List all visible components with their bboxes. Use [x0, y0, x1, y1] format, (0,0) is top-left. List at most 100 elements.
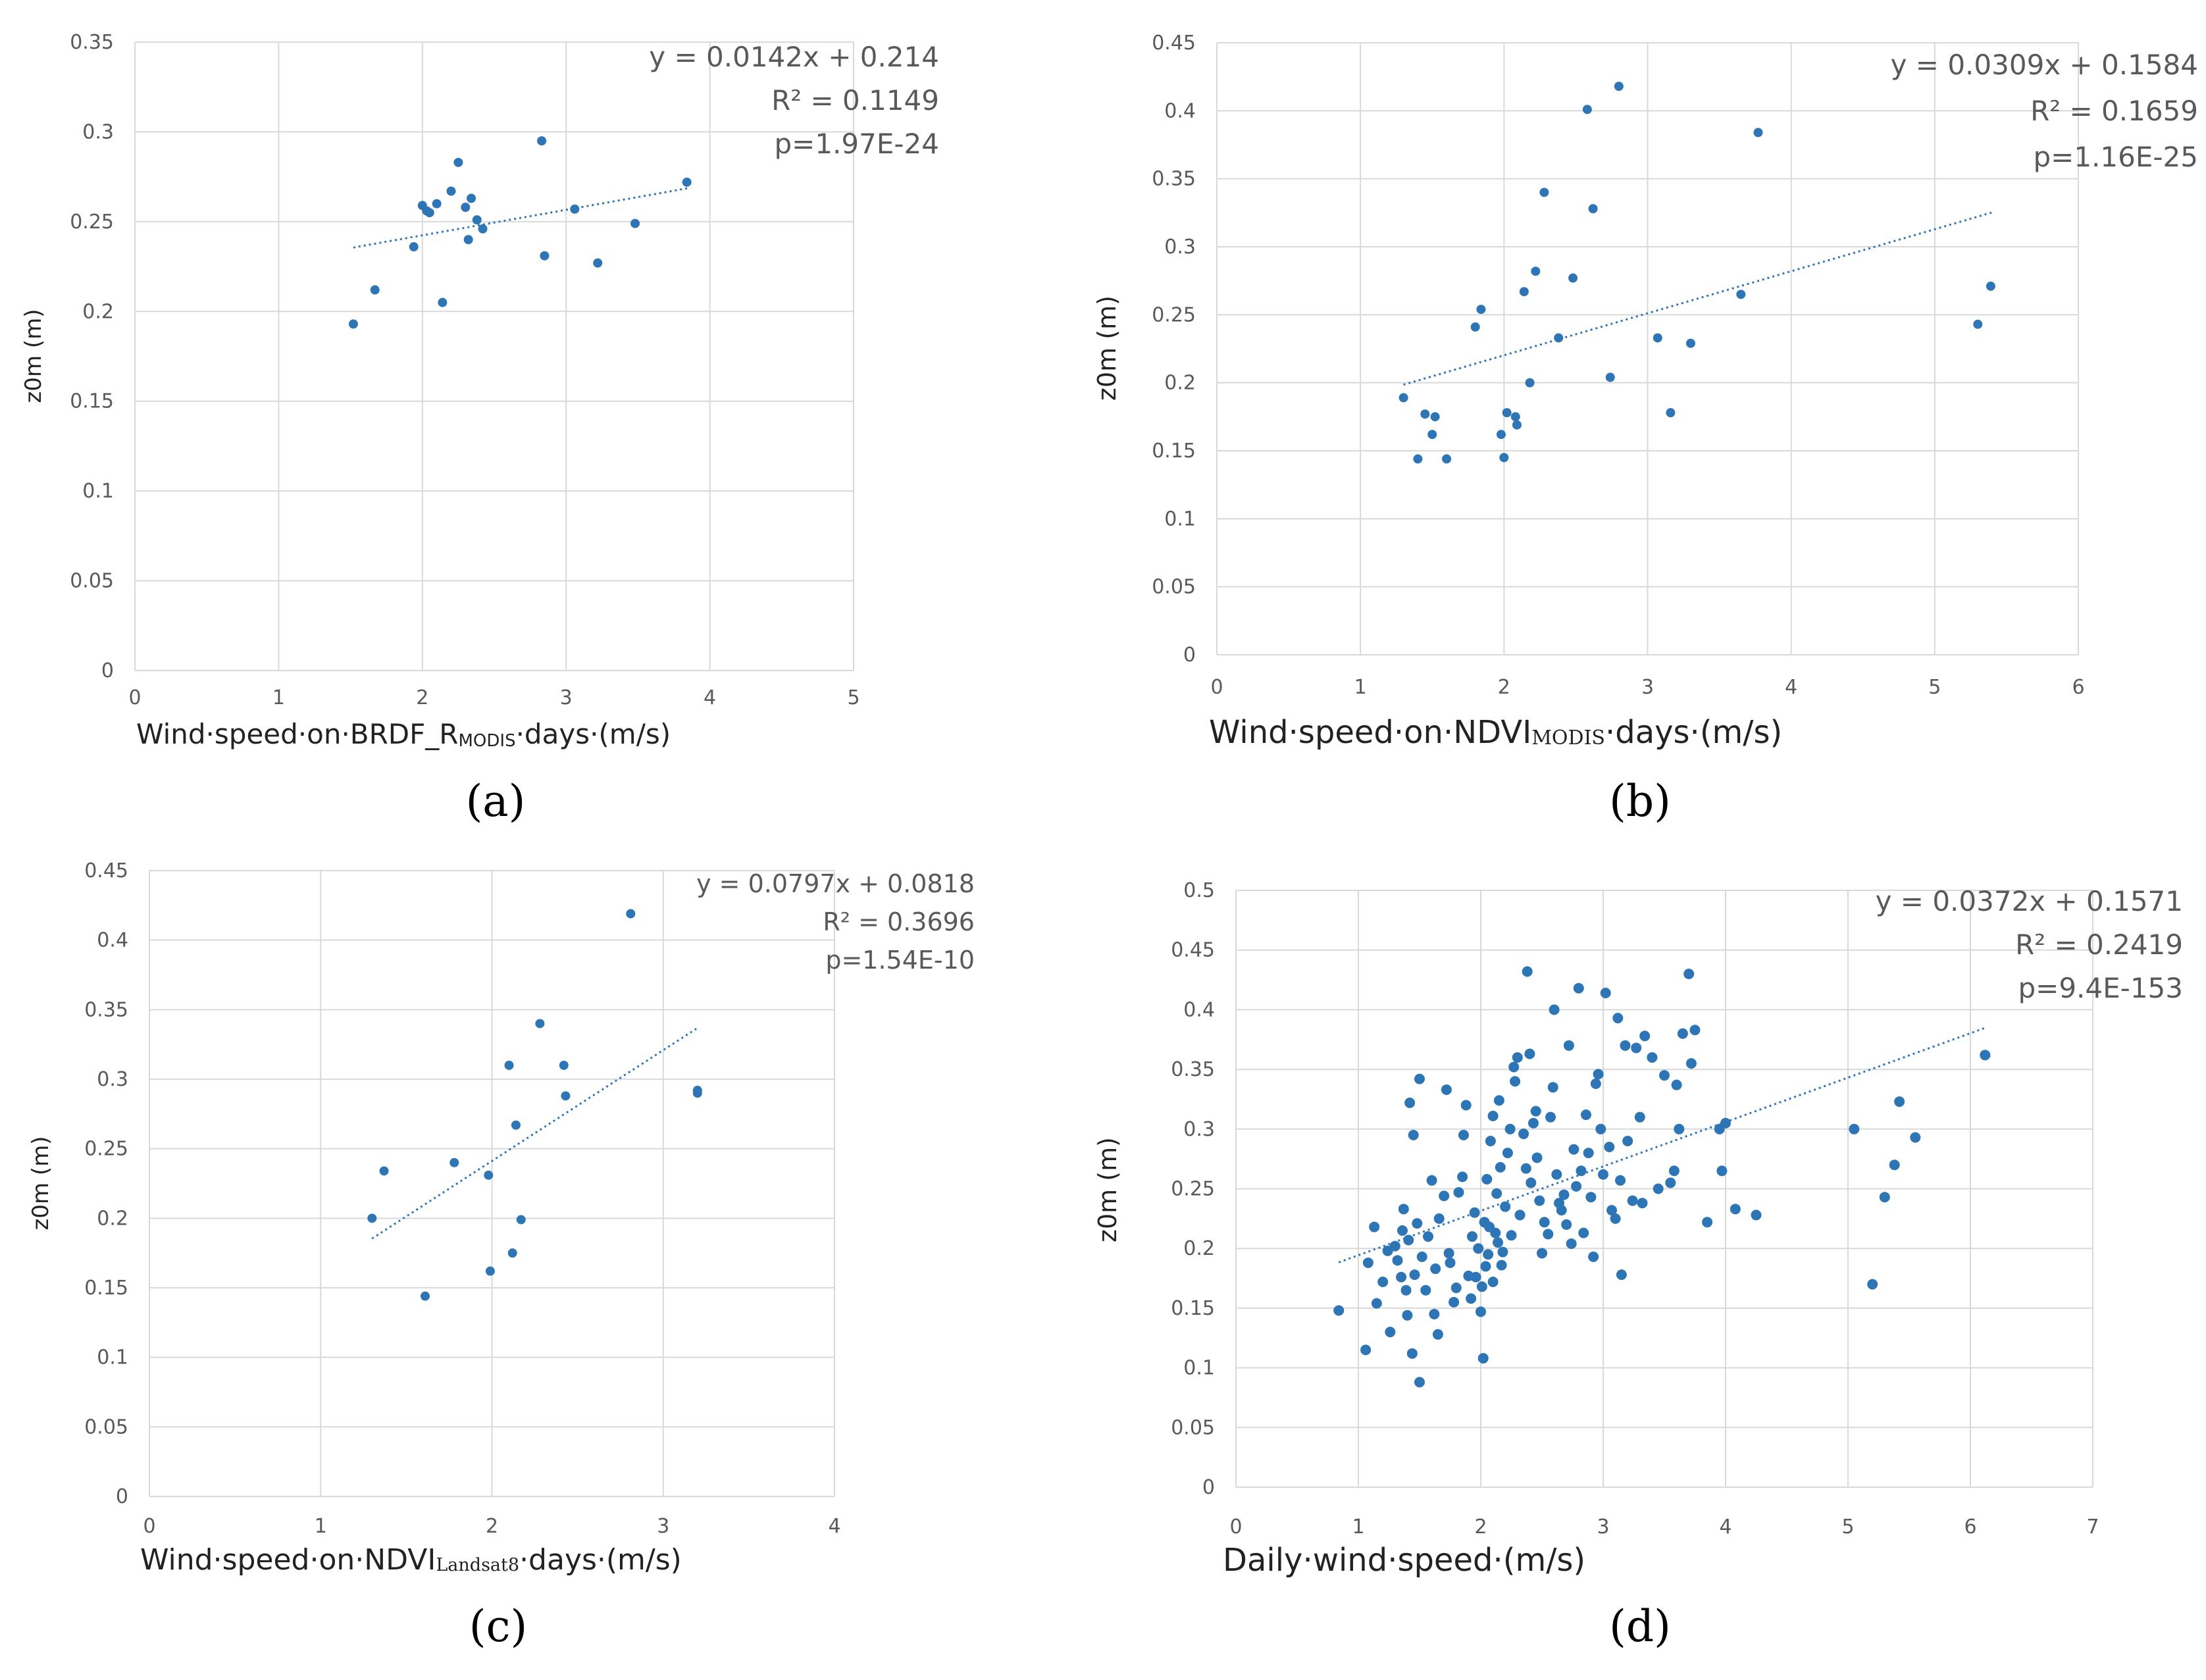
data-point [1460, 1100, 1472, 1111]
data-point [467, 193, 476, 203]
data-point [1475, 1306, 1486, 1317]
data-point [682, 177, 692, 187]
data-point [1403, 1235, 1414, 1246]
data-point [1524, 1048, 1535, 1059]
data-point [1490, 1227, 1501, 1238]
data-point [1610, 1213, 1621, 1224]
data-point [1576, 1165, 1587, 1177]
y-tick-label: 0.1 [97, 1346, 128, 1369]
x-tick-label: 2 [416, 686, 428, 709]
regression-equation: y = 0.0797x + 0.0818 [696, 869, 975, 898]
panel-label: (d) [1609, 1601, 1671, 1652]
data-point [1491, 1188, 1502, 1199]
data-point [1685, 338, 1695, 348]
x-tick-label: 0 [143, 1515, 155, 1538]
data-point [1429, 1308, 1440, 1319]
y-tick-label: 0.05 [84, 1415, 128, 1438]
data-point [1371, 1298, 1382, 1309]
data-point [1457, 1171, 1468, 1183]
data-point [1510, 412, 1520, 422]
data-point [1973, 319, 1983, 329]
data-point [1412, 1218, 1423, 1229]
regression-equation: y = 0.0309x + 0.1584 [1891, 49, 2198, 81]
data-point [1578, 1227, 1589, 1238]
y-tick-label: 0.5 [1183, 879, 1215, 902]
data-point [1495, 1161, 1506, 1173]
data-point [1571, 1181, 1582, 1192]
data-point [1487, 1276, 1499, 1287]
data-point [1500, 1201, 1511, 1212]
x-tick-label: 2 [486, 1515, 498, 1538]
data-point [535, 1019, 545, 1029]
data-point [1588, 1251, 1599, 1262]
data-point [1631, 1042, 1642, 1054]
x-tick-label: 3 [1597, 1515, 1609, 1539]
x-tick-label: 5 [1928, 676, 1941, 699]
y-axis-label: z0m (m) [20, 309, 47, 403]
data-point [1677, 1028, 1688, 1039]
data-point [1612, 1013, 1624, 1024]
data-point [1512, 1052, 1523, 1063]
data-point [1653, 1183, 1664, 1194]
data-point [1534, 1195, 1545, 1206]
y-tick-label: 0.3 [1183, 1118, 1215, 1141]
data-point [1466, 1231, 1477, 1242]
data-point [1545, 1111, 1556, 1123]
x-axis-label-part: ·days·(m/s) [1605, 714, 1782, 751]
data-point [1730, 1204, 1741, 1215]
y-tick-label: 0 [101, 659, 114, 682]
data-point [461, 203, 471, 213]
data-point [1519, 287, 1529, 297]
data-point [1481, 1173, 1493, 1184]
chart-panel-d: 0 0.05 0.1 0.15 0.2 0.25 0.3 0.35 0.4 0.45 0.5 0 1 2 3… [1093, 879, 2183, 1652]
y-tick-label: 0.2 [1183, 1237, 1215, 1260]
y-tick-label: 0.15 [1152, 440, 1196, 463]
data-point [1496, 1260, 1507, 1271]
data-point [1362, 1257, 1373, 1268]
data-point [409, 242, 419, 252]
y-tick-label: 0.3 [82, 120, 114, 143]
data-point [561, 1091, 571, 1101]
panel-label: (a) [466, 776, 526, 827]
y-axis-label: z0m (m) [28, 1136, 54, 1230]
data-point [1616, 1269, 1627, 1281]
data-point [1409, 1269, 1420, 1281]
data-point [1588, 204, 1598, 214]
data-point [1439, 1190, 1450, 1202]
data-point [1674, 1123, 1685, 1134]
trend-line [1338, 1027, 1986, 1263]
data-point [1605, 372, 1615, 382]
y-tick-label: 0.25 [1171, 1178, 1215, 1201]
data-point [630, 218, 640, 228]
data-point [453, 157, 463, 167]
y-tick-label: 0.2 [97, 1207, 128, 1230]
panel-label: (b) [1609, 776, 1671, 827]
data-point [1432, 1329, 1443, 1340]
data-point [421, 1291, 430, 1301]
data-point [1522, 966, 1533, 977]
x-axis-label: Wind·speed·on·NDVILandsat8·days·(m/s) [140, 1543, 682, 1577]
data-point [1558, 1189, 1570, 1200]
data-point [1634, 1111, 1645, 1123]
x-tick-label: 1 [272, 686, 285, 709]
data-point [1458, 1129, 1469, 1140]
data-point [432, 199, 442, 209]
data-point [1566, 1238, 1577, 1249]
data-point [1476, 1281, 1487, 1292]
y-tick-label: 0 [1202, 1476, 1215, 1499]
data-point [1620, 1040, 1631, 1051]
y-tick-label: 0.45 [1152, 32, 1196, 55]
data-point [472, 215, 482, 225]
data-point [1414, 1073, 1425, 1084]
data-point [438, 297, 448, 307]
trend-line [1403, 211, 1993, 386]
y-tick-label: 0 [1183, 644, 1196, 667]
data-point [1666, 408, 1676, 418]
y-tick-label: 0.35 [84, 998, 128, 1021]
data-point [1406, 1348, 1418, 1359]
data-point [379, 1166, 389, 1176]
data-point [367, 1213, 377, 1223]
data-point [1499, 453, 1509, 463]
data-point [485, 1266, 495, 1276]
data-point [1568, 1144, 1579, 1155]
